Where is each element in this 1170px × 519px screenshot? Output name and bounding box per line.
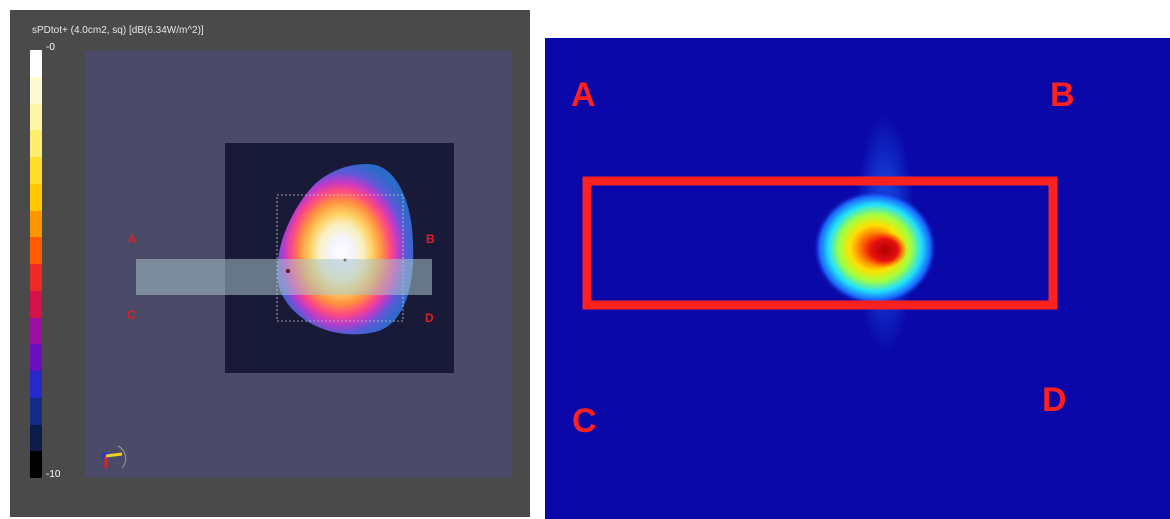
scan-strip	[136, 259, 432, 295]
simulation-view-panel: sPDtot+ (4.0cm2, sq) [dB(6.34W/m^2)] -0 …	[10, 10, 530, 517]
colorbar-segment	[30, 210, 42, 238]
colorbar-segment	[30, 424, 42, 452]
colorbar-segment	[30, 317, 42, 345]
field-core	[863, 232, 907, 268]
marker-a: A	[571, 76, 596, 114]
colorbar-segment	[30, 397, 42, 425]
colorbar-segment	[30, 344, 42, 371]
colorbar-segment	[30, 183, 42, 211]
colorbar-segment	[30, 50, 42, 77]
marker-c: C	[127, 308, 136, 322]
marker-a: A	[128, 232, 137, 246]
probe-point	[285, 268, 291, 274]
colorbar-segment	[30, 290, 42, 318]
center-point	[343, 258, 347, 262]
colorbar-min-label: -10	[46, 469, 61, 480]
marker-d: D	[1042, 381, 1067, 419]
colorbar-segment	[30, 157, 42, 184]
heatmap-plot	[582, 113, 1058, 353]
measurement-heatmap-panel: A B C D	[545, 38, 1170, 519]
marker-d: D	[425, 311, 434, 325]
measurement-region-box	[582, 176, 1058, 310]
colorbar-title: sPDtot+ (4.0cm2, sq) [dB(6.34W/m^2)]	[32, 25, 204, 36]
colorbar-segment	[30, 451, 42, 478]
axes-orientation-icon	[102, 445, 127, 469]
marker-c: C	[572, 402, 597, 440]
scan-grid-outline	[276, 194, 404, 322]
colorbar-max-label: -0	[46, 42, 55, 53]
colorbar-segment	[30, 371, 42, 398]
colorbar-segment	[30, 237, 42, 264]
colorbar-segment	[30, 103, 42, 131]
colorbar-segment	[30, 264, 42, 291]
marker-b: B	[426, 232, 435, 246]
colorbar	[30, 50, 42, 478]
marker-b: B	[1050, 76, 1075, 114]
field-plot	[102, 143, 454, 469]
colorbar-segment	[30, 130, 42, 157]
colorbar-segment	[30, 76, 42, 104]
